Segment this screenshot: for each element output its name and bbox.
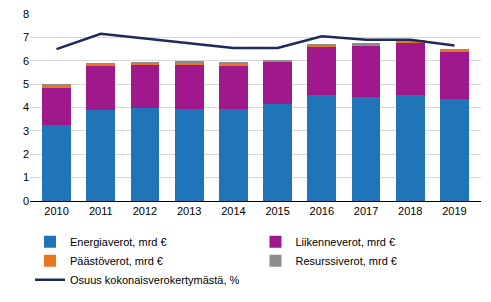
svg-text:2018: 2018: [398, 205, 422, 217]
svg-text:2015: 2015: [265, 205, 289, 217]
svg-text:2019: 2019: [442, 205, 466, 217]
svg-text:0: 0: [23, 195, 29, 207]
svg-text:7: 7: [23, 31, 29, 43]
svg-text:Energiaverot, mrd €: Energiaverot, mrd €: [70, 236, 167, 248]
svg-text:Osuus kokonaisverokertymästä,: Osuus kokonaisverokertymästä, %: [70, 274, 240, 286]
svg-text:Liikenneverot, mrd €: Liikenneverot, mrd €: [296, 236, 396, 248]
svg-text:Päästöverot, mrd €: Päästöverot, mrd €: [70, 255, 163, 267]
svg-text:2014: 2014: [221, 205, 245, 217]
svg-text:5: 5: [23, 78, 29, 90]
svg-text:2010: 2010: [44, 205, 68, 217]
svg-text:1: 1: [23, 171, 29, 183]
svg-text:3: 3: [23, 125, 29, 137]
svg-text:Resurssiverot, mrd €: Resurssiverot, mrd €: [296, 255, 397, 267]
svg-text:2012: 2012: [133, 205, 157, 217]
svg-text:8: 8: [23, 8, 29, 20]
svg-text:2017: 2017: [354, 205, 378, 217]
svg-text:2016: 2016: [310, 205, 334, 217]
svg-text:4: 4: [23, 101, 29, 113]
svg-text:2013: 2013: [177, 205, 201, 217]
svg-text:2011: 2011: [89, 205, 113, 217]
svg-text:6: 6: [23, 55, 29, 67]
svg-text:2: 2: [23, 148, 29, 160]
